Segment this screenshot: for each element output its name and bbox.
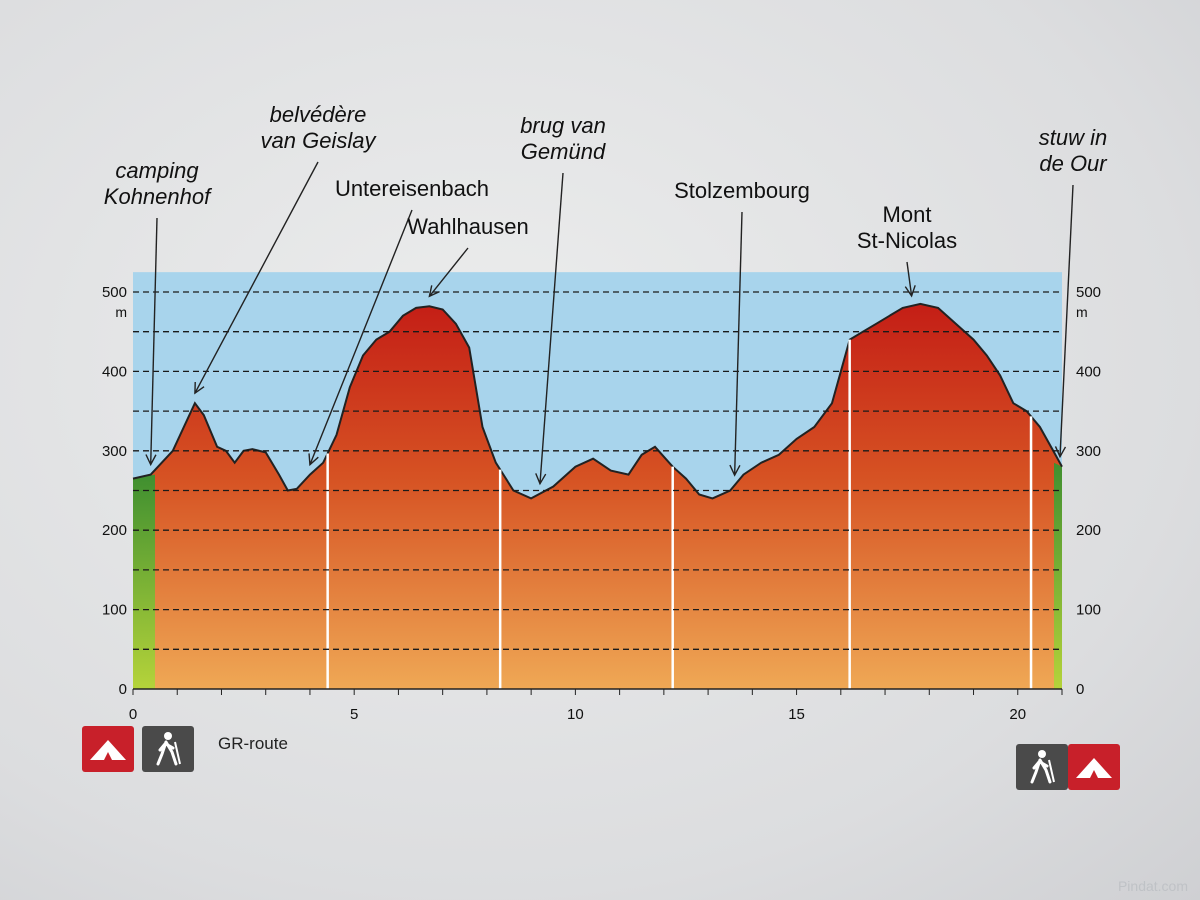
arrowhead — [308, 453, 319, 467]
arrowhead — [904, 285, 916, 298]
y-tick-label-right: 200 — [1076, 522, 1101, 539]
annotation-label: camping — [115, 158, 199, 183]
annotation-label: van Geislay — [261, 128, 378, 153]
arrowhead — [535, 473, 547, 486]
arrowhead — [729, 464, 741, 477]
annotation-arrow — [428, 247, 469, 297]
annotation: Wahlhausen — [407, 214, 529, 298]
annotation-arrow — [733, 211, 743, 476]
start-band — [133, 474, 155, 689]
hiker-icon — [1030, 750, 1055, 784]
annotation-label: St-Nicolas — [857, 228, 957, 253]
annotation-arrow — [906, 261, 913, 296]
elevation-area — [133, 303, 1062, 689]
y-tick-label-right: 400 — [1076, 363, 1101, 380]
hiker-start-badge — [142, 726, 194, 772]
x-tick-label: 0 — [129, 706, 137, 723]
annotation-arrow — [1059, 184, 1074, 457]
y-tick-label-right: 0 — [1076, 681, 1084, 698]
y-tick-label-left: 400 — [102, 363, 127, 380]
annotation-label: Untereisenbach — [335, 176, 489, 201]
y-tick-label-left: 300 — [102, 443, 127, 460]
legend-label: GR-route — [218, 734, 288, 753]
arrowhead — [1054, 446, 1067, 459]
arrowhead — [428, 285, 440, 298]
tent-icon — [1076, 758, 1112, 778]
y-tick-label-left: 200 — [102, 522, 127, 539]
x-tick-label: 15 — [788, 706, 805, 723]
annotation-arrow — [539, 172, 564, 484]
annotation-label: Kohnenhof — [104, 184, 213, 209]
hiker-icon — [156, 732, 181, 766]
x-tick-label: 10 — [567, 706, 584, 723]
annotation-label: brug van — [520, 113, 606, 138]
y-tick-label-right: 100 — [1076, 602, 1101, 619]
x-tick-label: 20 — [1009, 706, 1026, 723]
annotation-label: Mont — [883, 202, 932, 227]
y-tick-label-left: 100 — [102, 602, 127, 619]
hiker-end-badge — [1016, 744, 1068, 790]
tent-icon — [90, 740, 126, 760]
y-tick-label-right: 500 — [1076, 284, 1101, 301]
annotation-arrow — [309, 209, 413, 465]
y-tick-label-left: 500 — [102, 284, 127, 301]
annotation-arrow — [194, 161, 319, 394]
y-unit-left: m — [115, 304, 127, 320]
annotation-label: Wahlhausen — [407, 214, 528, 239]
elevation-line — [132, 302, 1063, 500]
annotation-label: belvédère — [270, 102, 367, 127]
y-tick-label-right: 300 — [1076, 443, 1101, 460]
annotation-label: stuw in — [1039, 125, 1107, 150]
annotation-label: Gemünd — [521, 139, 606, 164]
arrowhead — [145, 454, 157, 467]
camping-start-badge — [82, 726, 134, 772]
y-tick-label-left: 0 — [119, 681, 127, 698]
annotation: Untereisenbach — [308, 176, 489, 467]
annotation: Stolzembourg — [674, 178, 810, 477]
annotation-label: de Our — [1039, 151, 1108, 176]
camping-end-badge — [1068, 744, 1120, 790]
annotation-label: Stolzembourg — [674, 178, 810, 203]
x-tick-label: 5 — [350, 706, 358, 723]
watermark: Pindat.com — [1117, 878, 1188, 894]
end-band — [1054, 462, 1062, 689]
y-unit-right: m — [1076, 304, 1088, 320]
annotation-arrow — [149, 217, 158, 465]
arrowhead — [194, 381, 205, 395]
